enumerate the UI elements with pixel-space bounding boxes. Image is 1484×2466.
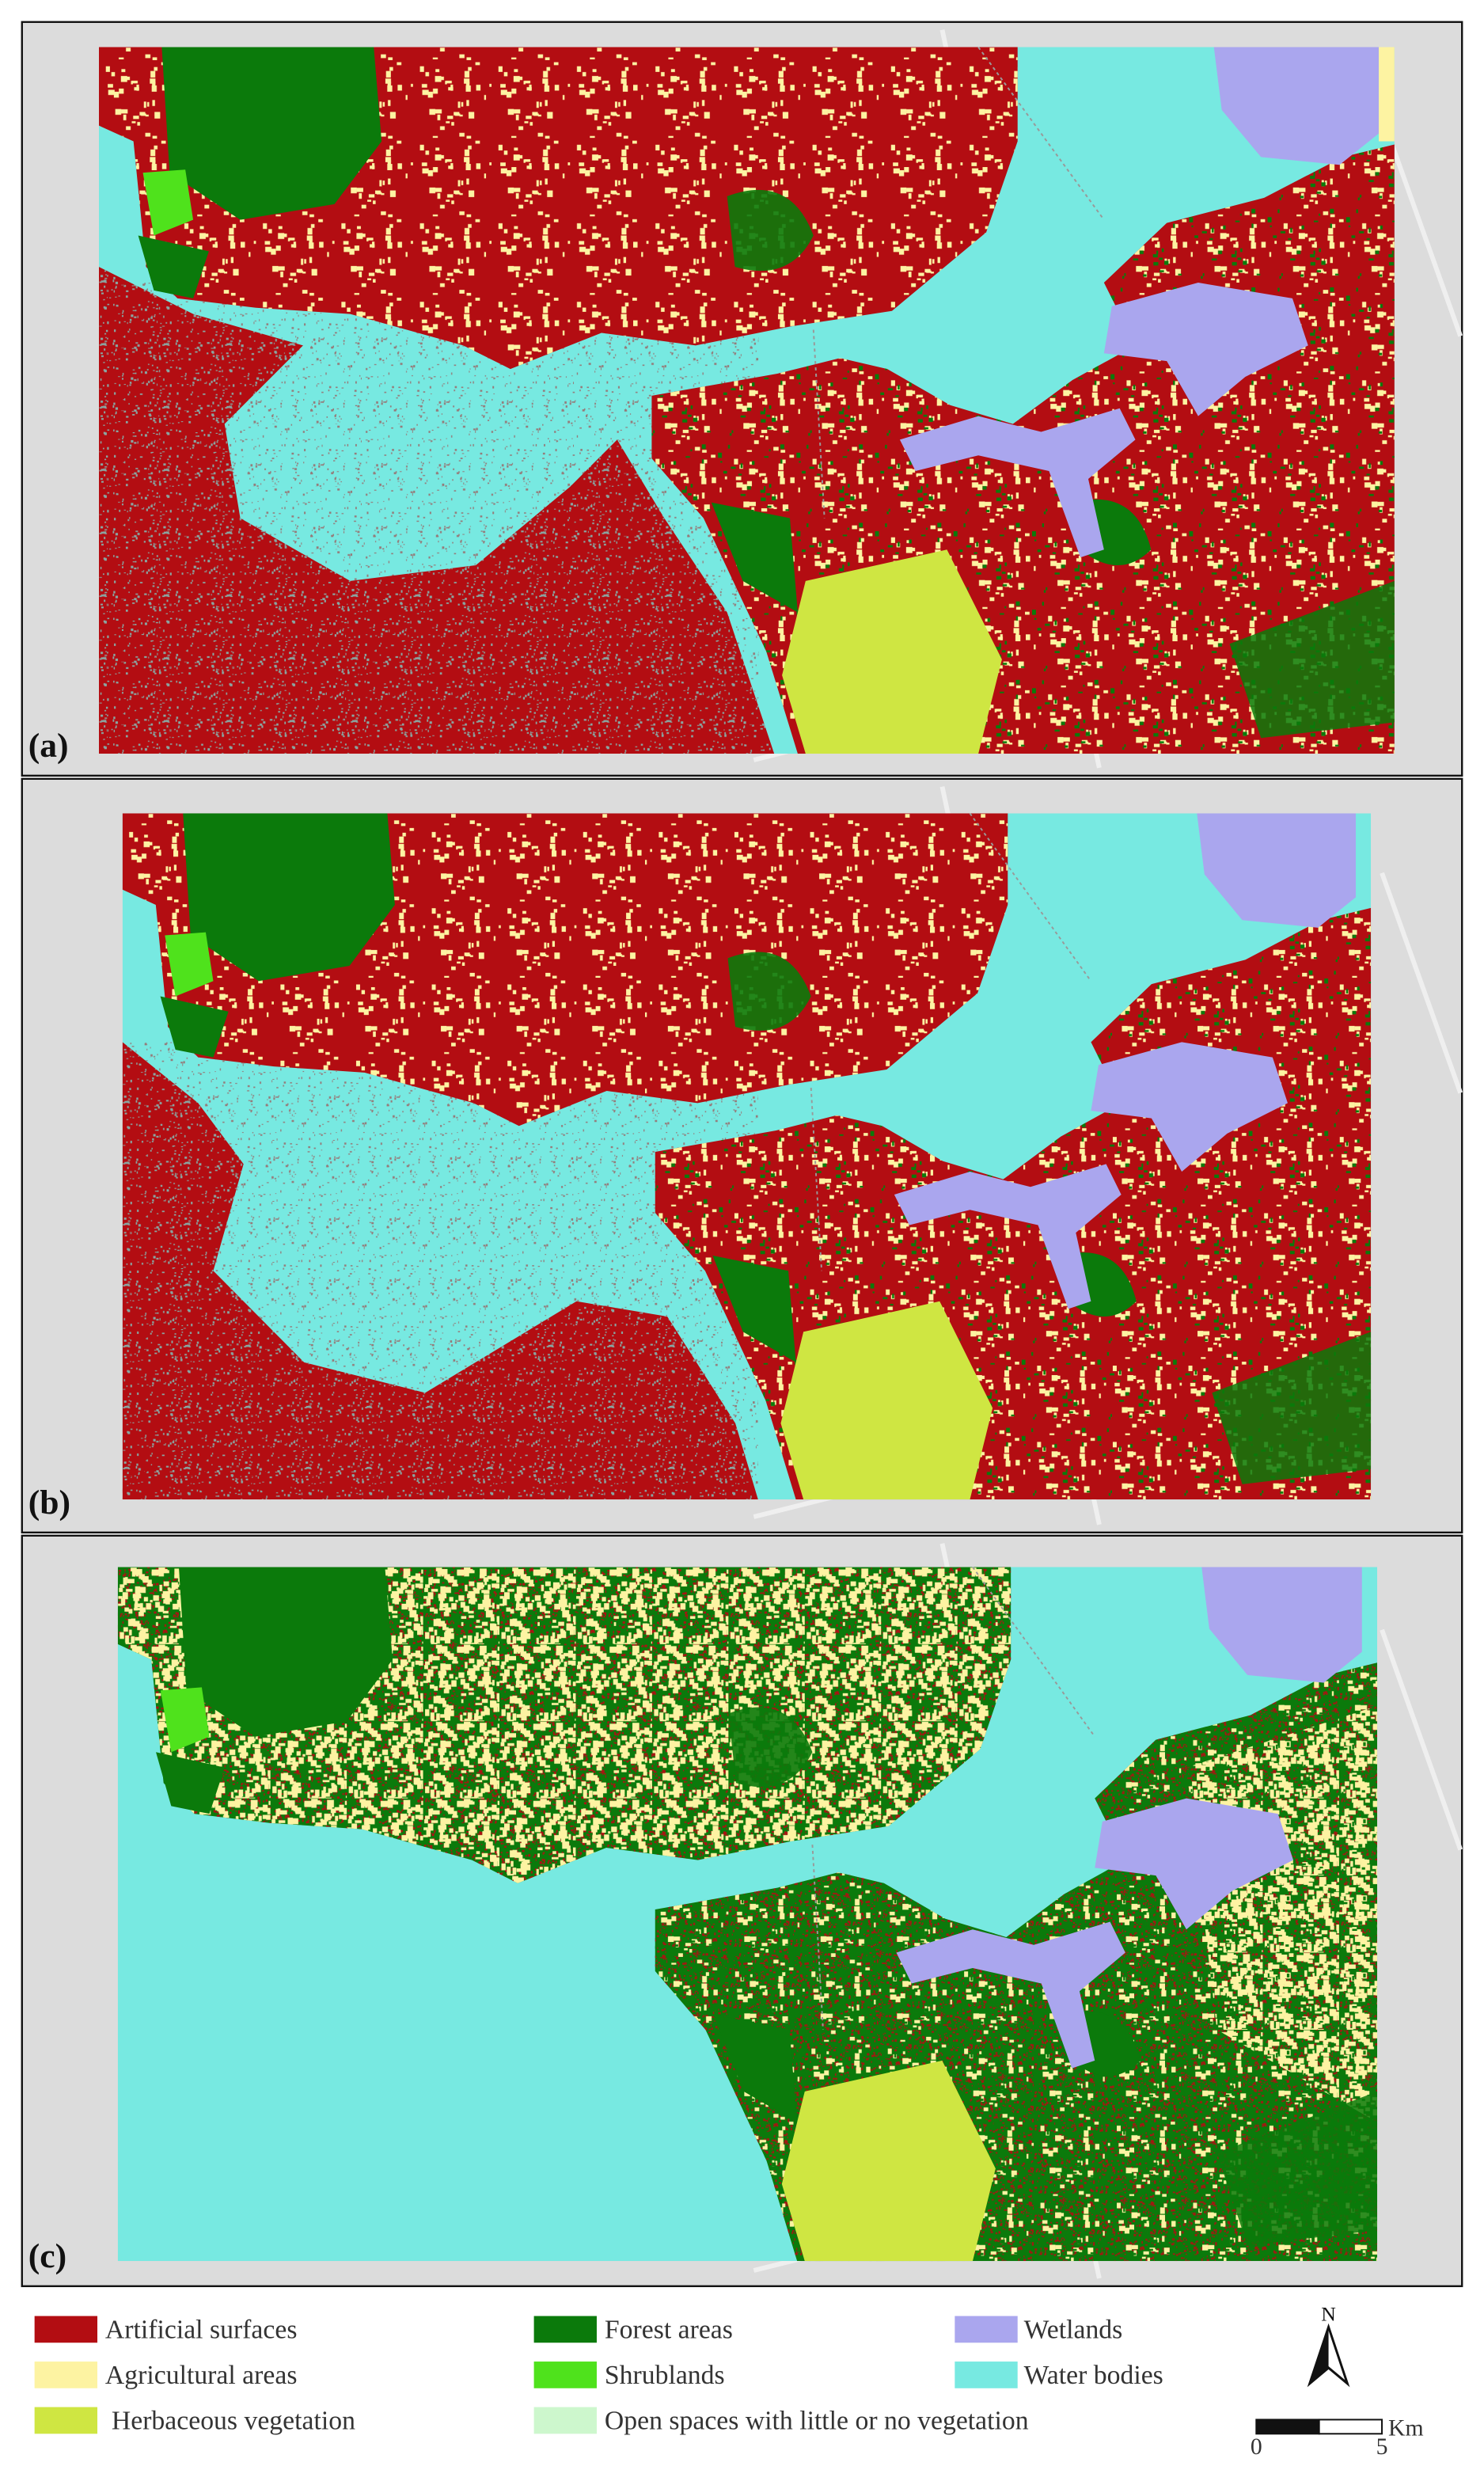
legend-label: Open spaces with little or no vegetation xyxy=(605,2406,1029,2435)
herbaceous-s xyxy=(780,1301,993,1500)
land-cover-map xyxy=(99,47,1395,754)
bridge xyxy=(810,813,1092,1271)
bridge xyxy=(811,1567,1096,2030)
legend-label: Wetlands xyxy=(1024,2315,1123,2344)
shrub-w xyxy=(142,169,194,236)
legend: Artificial surfaces Forest areas Wetlands A… xyxy=(34,2315,1163,2435)
legend-swatch xyxy=(533,2316,597,2343)
legend-label: Shrublands xyxy=(605,2361,725,2390)
herbaceous-s xyxy=(781,2060,996,2262)
wetland-edge xyxy=(1379,47,1395,142)
wetland-channel xyxy=(896,1921,1125,2069)
forest-nw xyxy=(178,1567,393,1737)
panel-label: (b) xyxy=(28,1484,70,1522)
legend-swatch xyxy=(533,2407,597,2434)
legend-label: Herbaceous vegetation xyxy=(112,2406,355,2435)
arrow-half xyxy=(1309,2327,1329,2384)
shrub-w xyxy=(160,1687,210,1753)
wetland-ne xyxy=(1201,1567,1362,1683)
wetland-mid xyxy=(1103,283,1308,416)
scale-bar: 0 5Km xyxy=(1251,2415,1424,2460)
herbaceous-s xyxy=(782,549,1002,754)
wetland-ne xyxy=(1213,47,1380,165)
forest-n xyxy=(727,189,814,272)
legend-swatch xyxy=(955,2362,1018,2388)
scale-end: 5 xyxy=(1376,2434,1388,2460)
shrub-w xyxy=(165,932,214,997)
map-panel: (a) xyxy=(21,21,1463,777)
panel-label: (c) xyxy=(28,2237,66,2275)
sea-noise xyxy=(99,283,759,754)
forest-w xyxy=(156,1752,225,1814)
wetland-mid xyxy=(1091,1042,1288,1172)
wetland-channel xyxy=(894,1164,1122,1309)
map-panel: (b) xyxy=(21,777,1463,1534)
wetland-mid xyxy=(1095,1798,1293,1930)
north-label: N xyxy=(1321,2302,1336,2325)
legend-label: Water bodies xyxy=(1024,2361,1163,2390)
legend-swatch xyxy=(34,2407,98,2434)
forest-se xyxy=(1216,2091,1378,2246)
forest-nw xyxy=(183,813,395,982)
land-cover-map xyxy=(117,1567,1378,2262)
forest-n xyxy=(727,952,811,1031)
wetland-ne xyxy=(1197,813,1357,928)
scale-start: 0 xyxy=(1251,2434,1262,2460)
forest-nw xyxy=(161,47,382,220)
scale-black xyxy=(1255,2419,1320,2435)
forest-se xyxy=(1229,580,1395,739)
forest-w xyxy=(138,235,209,298)
wetland-channel xyxy=(899,408,1136,558)
legend-swatch xyxy=(34,2362,98,2388)
legend-swatch xyxy=(34,2316,98,2343)
forest-n xyxy=(728,1707,813,1788)
bridge xyxy=(812,47,1105,519)
forest-se xyxy=(1212,1332,1372,1484)
legend-label: Agricultural areas xyxy=(105,2361,298,2390)
scale-unit: Km xyxy=(1388,2415,1424,2441)
forest-s xyxy=(712,1255,796,1362)
forest-s xyxy=(713,2014,798,2122)
map-panel: (c) xyxy=(21,1534,1463,2288)
forest-s xyxy=(711,502,798,613)
legend-label: Forest areas xyxy=(605,2315,733,2344)
legend-swatch xyxy=(955,2316,1018,2343)
forest-w xyxy=(160,996,229,1058)
north-arrow: N xyxy=(1307,2302,1350,2388)
panel-label: (a) xyxy=(28,727,69,765)
legend-swatch xyxy=(533,2362,597,2388)
sea-noise xyxy=(122,1042,758,1500)
legend-label: Artificial surfaces xyxy=(105,2315,298,2344)
scale-white xyxy=(1318,2419,1383,2435)
land-cover-map xyxy=(122,813,1372,1500)
